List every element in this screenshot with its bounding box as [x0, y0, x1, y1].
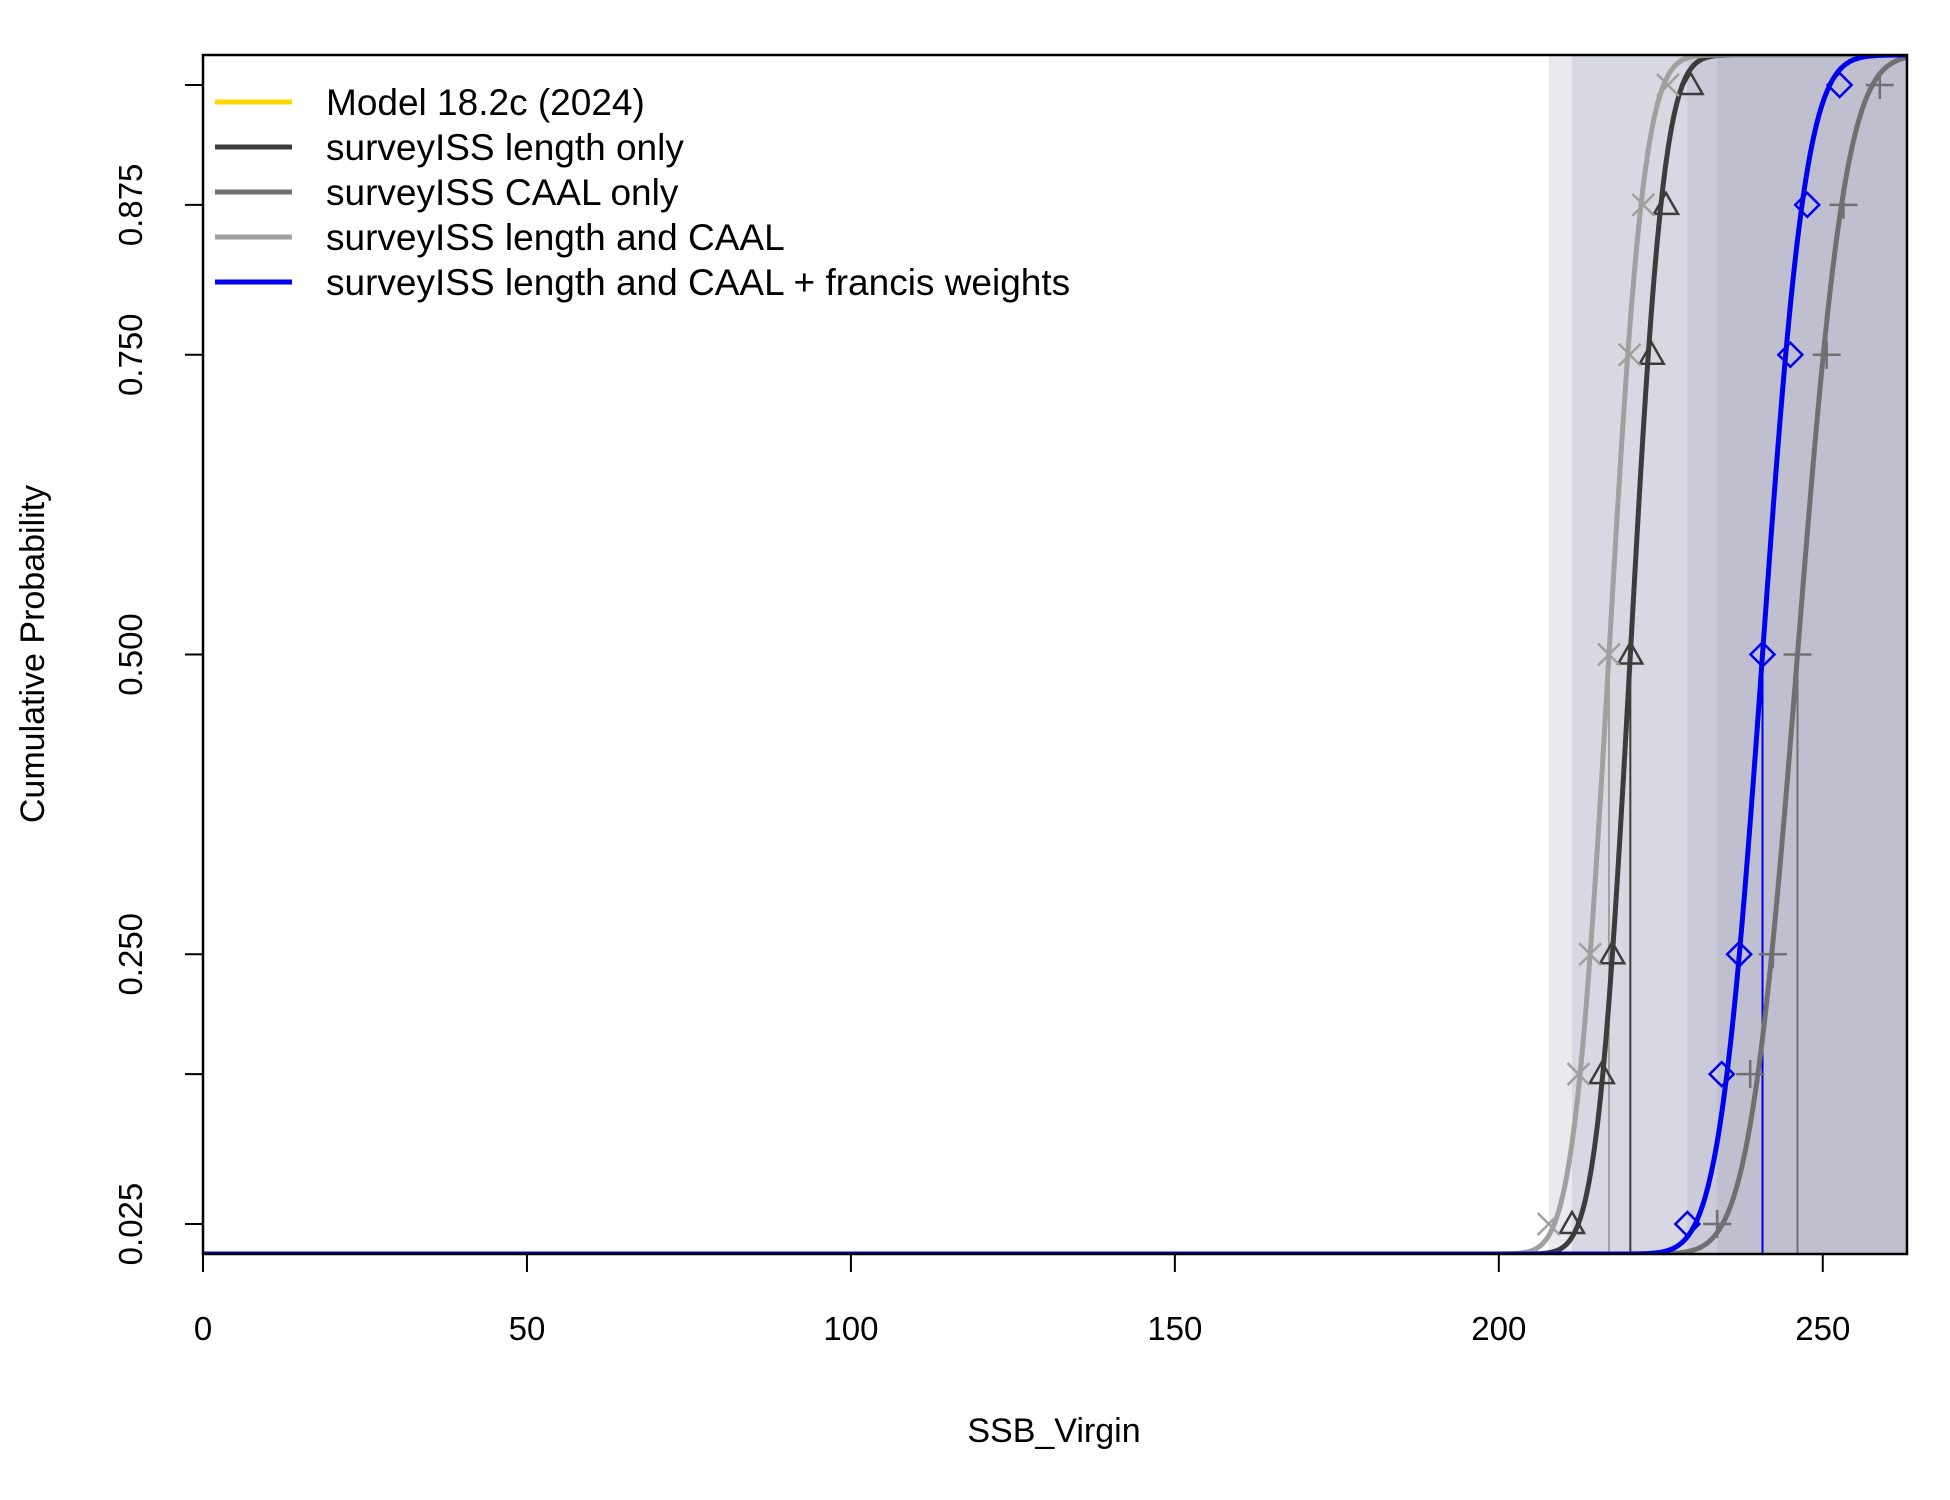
y-tick-label-0: 0.025	[112, 1183, 149, 1266]
marker-s1-p0	[1557, 1209, 1587, 1235]
y-tick-label-1: 0.250	[112, 913, 149, 996]
x-tick-label-5: 250	[1795, 1310, 1850, 1347]
marker-s3-p1	[1566, 1062, 1591, 1087]
legend-label-0: Model 18.2c (2024)	[326, 82, 645, 123]
marker-s2-p6	[1865, 70, 1894, 99]
marker-s4-p5	[1793, 191, 1821, 219]
marker-s4-p0	[1673, 1210, 1702, 1238]
x-tick-label-3: 150	[1147, 1310, 1202, 1347]
marker-s1-p1	[1587, 1059, 1616, 1085]
cdf-curve-1	[203, 55, 1907, 1254]
marker-s3-p2	[1578, 942, 1603, 967]
legend-label-2: surveyISS CAAL only	[326, 172, 679, 213]
x-tick-label-2: 100	[823, 1310, 878, 1347]
marker-s3-p0	[1536, 1212, 1561, 1236]
marker-s3-p5	[1631, 192, 1656, 217]
marker-s2-p5	[1829, 190, 1858, 219]
marker-s4-p6	[1825, 71, 1854, 99]
marker-s3-p3	[1597, 642, 1621, 667]
legend: Model 18.2c (2024)surveyISS length onlys…	[215, 82, 1070, 303]
x-tick-label-4: 200	[1471, 1310, 1526, 1347]
x-axis-label: SSB_Virgin	[967, 1412, 1140, 1450]
marker-s2-p1	[1736, 1060, 1765, 1089]
legend-label-1: surveyISS length only	[326, 127, 684, 168]
marker-s1-p2	[1598, 939, 1627, 965]
cdf-curve-3	[203, 55, 1907, 1254]
marker-s1-p5	[1651, 190, 1681, 216]
y-tick-label-3: 0.750	[112, 313, 149, 396]
quantile-markers	[1536, 70, 1894, 1239]
legend-label-3: surveyISS length and CAAL	[326, 217, 785, 258]
marker-s3-p4	[1617, 342, 1642, 367]
y-tick-label-2: 0.500	[112, 613, 149, 696]
marker-s2-p0	[1703, 1210, 1732, 1239]
marker-s1-p6	[1676, 70, 1705, 96]
marker-s3-p6	[1656, 73, 1680, 97]
y-axis: 0.025 0.250 0.500 0.750 0.875	[112, 83, 204, 1266]
marker-s2-p2	[1758, 940, 1787, 969]
y-tick-label-4: 0.875	[112, 164, 149, 247]
marker-s4-p3	[1748, 640, 1777, 669]
marker-s1-p4	[1637, 340, 1666, 365]
y-axis-label: Cumulative Probability	[14, 485, 52, 823]
marker-s4-p4	[1776, 340, 1805, 369]
marker-s4-p2	[1725, 940, 1753, 969]
legend-label-4: surveyISS length and CAAL + francis weig…	[326, 262, 1070, 303]
x-axis: 0 50 100 150 200 250	[194, 1253, 1850, 1347]
x-tick-label-1: 50	[509, 1310, 546, 1347]
x-tick-label-0: 0	[194, 1310, 212, 1347]
marker-s2-p4	[1812, 340, 1841, 369]
marker-s4-p1	[1707, 1060, 1736, 1088]
marker-s2-p3	[1783, 640, 1812, 669]
marker-s1-p3	[1616, 639, 1645, 665]
